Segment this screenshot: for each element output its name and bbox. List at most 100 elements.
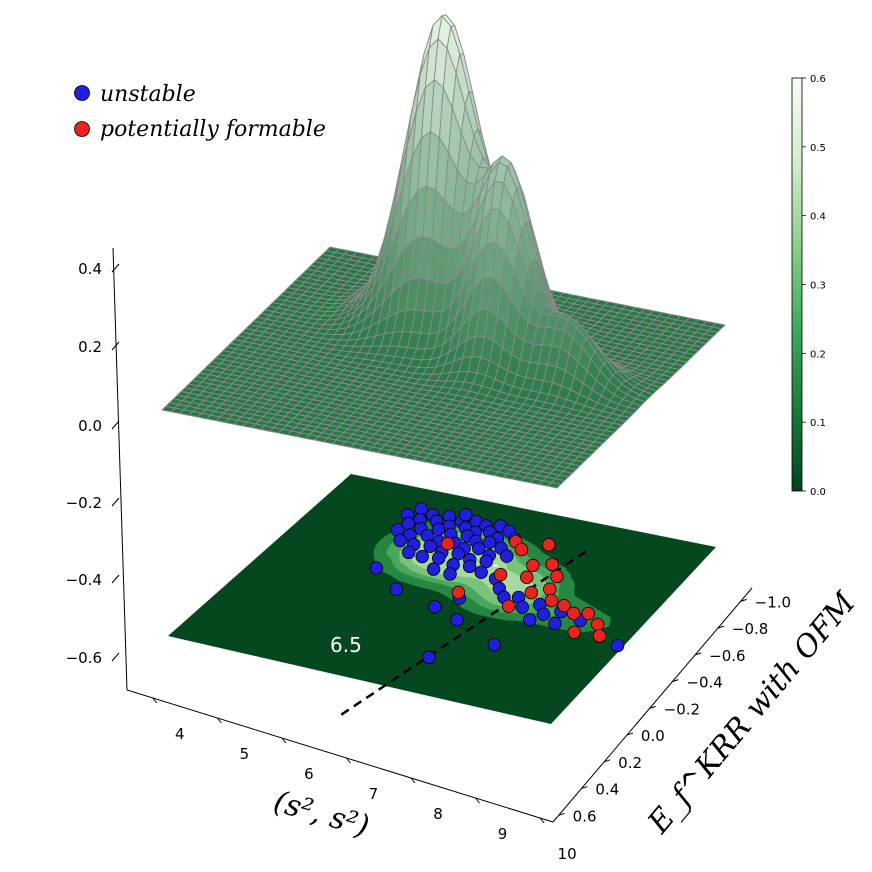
unstable-point <box>536 607 551 621</box>
unstable-point <box>423 539 437 553</box>
formable-point <box>566 606 581 621</box>
unstable-point <box>474 565 488 579</box>
density-surface <box>161 14 726 489</box>
colorbar-tick-label: 0.3 <box>810 281 826 292</box>
x-tick-mark <box>346 757 351 764</box>
y-tick-label: 0.0 <box>641 727 665 745</box>
y-tick-label: 0.4 <box>595 781 619 799</box>
x-tick-mark <box>475 797 480 804</box>
x-tick-mark <box>539 817 545 824</box>
unstable-point <box>482 535 497 549</box>
y-tick-mark <box>672 679 679 683</box>
z-tick-mark <box>111 574 120 584</box>
z-tick-label: −0.2 <box>66 494 102 512</box>
z-tick-label: 0.2 <box>78 338 102 356</box>
x-axis-label: (s², s²) <box>270 784 373 844</box>
colorbar-tick-label: 0.6 <box>810 74 826 85</box>
x-tick-label: 8 <box>433 805 443 823</box>
unstable-point <box>548 616 562 631</box>
y-tick-mark <box>604 759 611 763</box>
y-tick-label: −0.8 <box>732 620 768 638</box>
formable-point <box>581 606 595 621</box>
unstable-point <box>610 638 625 653</box>
z-tick-mark <box>111 652 120 662</box>
formable-point <box>550 569 564 584</box>
z-tick-label: 0.4 <box>78 260 102 278</box>
formable-point <box>543 582 557 596</box>
unstable-point <box>401 545 416 560</box>
colorbar-tick-label: 0.2 <box>810 349 826 360</box>
formable-point <box>514 542 529 557</box>
y-tick-label: −0.4 <box>686 674 722 692</box>
legend-marker-formable <box>74 121 90 137</box>
legend: unstable potentially formable <box>74 82 326 142</box>
axes-frame: 0.4 0.2 0.0 −0.2 −0.4 −0.6 4 5 6 7 8 9 10 0.6 0.4 0.2… <box>66 247 791 863</box>
unstable-point <box>500 549 514 563</box>
colorbar-tick-label: 0.4 <box>810 212 826 223</box>
y-tick-mark <box>581 786 588 790</box>
formable-point <box>590 617 605 632</box>
unstable-point <box>428 600 442 614</box>
kde-contour-floor: 6.5 <box>168 474 716 724</box>
formable-point <box>567 625 581 639</box>
unstable-point <box>479 554 493 569</box>
floor-plane <box>168 474 716 724</box>
legend-marker-unstable <box>74 85 90 101</box>
threshold-label: 6.5 <box>330 633 362 657</box>
unstable-point <box>422 650 436 665</box>
unstable-point <box>487 638 501 652</box>
x-tick-label: 9 <box>498 825 508 843</box>
formable-point <box>520 570 534 584</box>
x-tick-label: 5 <box>240 745 250 763</box>
formable-point <box>524 585 538 600</box>
x-tick-label: 4 <box>175 725 185 743</box>
z-tick-mark <box>111 263 120 273</box>
z-tick-label: 0.0 <box>78 417 102 435</box>
y-tick-label: −1.0 <box>755 593 791 611</box>
y-tick-label: 0.6 <box>573 807 597 825</box>
colorbar-tick-label: 0.1 <box>810 418 826 429</box>
y-tick-label: 0.2 <box>618 754 642 772</box>
x-tick-mark <box>216 717 222 724</box>
y-tick-mark <box>558 812 565 816</box>
unstable-point <box>389 582 403 596</box>
legend-label-formable: potentially formable <box>100 117 326 142</box>
colorbar: 0.6 0.5 0.4 0.3 0.2 0.1 0.0 <box>791 74 826 498</box>
contour-level-5 <box>493 564 499 567</box>
unstable-point <box>393 533 407 548</box>
y-tick-mark <box>740 598 747 602</box>
unstable-point <box>523 613 537 627</box>
x-tick-mark <box>152 697 158 704</box>
threshold-line <box>340 548 589 716</box>
y-tick-mark <box>626 732 634 736</box>
unstable-point <box>443 567 457 581</box>
x-tick-mark <box>281 737 287 744</box>
formable-point <box>493 567 508 582</box>
formable-point <box>592 629 607 643</box>
unstable-point <box>515 600 529 614</box>
colorbar-tick-label: 0.5 <box>810 143 826 154</box>
z-tick-mark <box>111 341 120 351</box>
x-tick-label: 10 <box>558 845 577 863</box>
z-tick-mark <box>111 497 120 507</box>
surface-cell <box>547 482 562 489</box>
colorbar-tick-label: 0.0 <box>810 487 826 498</box>
formable-point <box>441 536 455 551</box>
z-tick-label: −0.6 <box>66 649 102 667</box>
unstable-point <box>451 547 465 561</box>
y-tick-mark <box>717 625 725 629</box>
y-tick-mark <box>694 652 702 656</box>
formable-point <box>545 557 559 572</box>
z-tick-label: −0.4 <box>66 571 102 589</box>
unstable-point <box>459 508 473 522</box>
x-tick-mark <box>410 777 416 784</box>
colorbar-gradient <box>791 77 803 492</box>
y-tick-mark <box>649 705 656 709</box>
legend-label-unstable: unstable <box>100 82 196 107</box>
unstable-point <box>462 559 477 574</box>
unstable-point <box>432 551 446 565</box>
y-tick-label: −0.2 <box>664 700 700 718</box>
formable-point <box>542 538 556 552</box>
x-tick-label: 6 <box>304 765 314 783</box>
